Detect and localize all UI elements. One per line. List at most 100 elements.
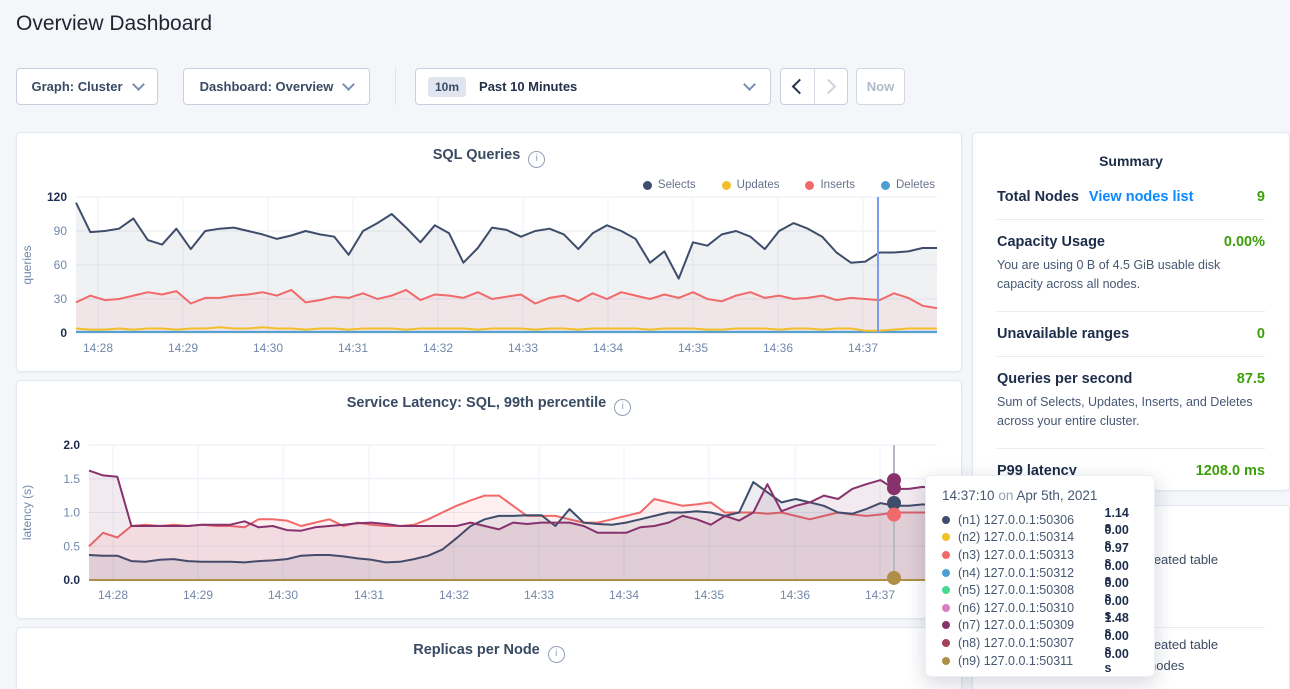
node-address: (n4) 127.0.0.1:50312 (958, 566, 1105, 580)
replicas-per-node-card: Replicas per Nodei (16, 627, 962, 689)
svg-text:14:33: 14:33 (524, 588, 554, 602)
svg-text:1.5: 1.5 (63, 472, 80, 486)
chevron-down-icon (132, 78, 145, 91)
qps-value: 87.5 (1237, 371, 1265, 387)
total-nodes-value: 9 (1257, 189, 1265, 205)
summary-capacity-usage: Capacity Usage 0.00% (997, 220, 1265, 254)
dashboard-label: Dashboard: Overview (200, 79, 334, 94)
node-color-dot-icon (942, 621, 950, 629)
tooltip-date: Apr 5th, 2021 (1016, 488, 1097, 503)
svg-text:0.5: 0.5 (63, 539, 80, 553)
replicas-per-node-title: Replicas per Nodei (17, 642, 961, 663)
capacity-usage-label: Capacity Usage (997, 234, 1105, 250)
node-color-dot-icon (942, 639, 950, 647)
svg-text:60: 60 (54, 258, 68, 272)
graph-scope-dropdown[interactable]: Graph: Cluster (16, 68, 158, 105)
tooltip-timestamp: 14:37:10 on Apr 5th, 2021 (942, 488, 1138, 503)
node-address: (n6) 127.0.0.1:50310 (958, 601, 1105, 615)
svg-text:14:28: 14:28 (83, 341, 113, 355)
svg-text:14:35: 14:35 (678, 341, 708, 355)
overview-dashboard-page: Overview Dashboard Graph: Cluster Dashbo… (0, 0, 1290, 689)
tooltip-node-row: (n9) 127.0.0.1:503110.00 s (942, 652, 1138, 670)
node-address: (n1) 127.0.0.1:50306 (958, 513, 1105, 527)
node-color-dot-icon (942, 569, 950, 577)
p99-latency-value: 1208.0 ms (1196, 463, 1265, 479)
svg-text:1.0: 1.0 (63, 506, 80, 520)
node-color-dot-icon (942, 586, 950, 594)
chevron-right-icon (821, 79, 837, 95)
summary-title: Summary (973, 133, 1289, 169)
svg-text:14:29: 14:29 (183, 588, 213, 602)
range-label: Past 10 Minutes (479, 79, 745, 94)
svg-text:14:30: 14:30 (253, 341, 283, 355)
service-latency-card: Service Latency: SQL, 99th percentilei 1… (16, 380, 962, 619)
svg-text:14:32: 14:32 (439, 588, 469, 602)
node-address: (n5) 127.0.0.1:50308 (958, 583, 1105, 597)
node-address: (n7) 127.0.0.1:50309 (958, 618, 1105, 632)
graph-scope-label: Graph: Cluster (31, 79, 122, 94)
node-color-dot-icon (942, 657, 950, 665)
svg-text:14:34: 14:34 (593, 341, 623, 355)
chevron-left-icon (791, 79, 807, 95)
svg-text:90: 90 (54, 224, 68, 238)
page-title: Overview Dashboard (16, 12, 212, 36)
toolbar-divider (395, 68, 396, 105)
sql-queries-card: SQL Queriesi SelectsUpdatesInsertsDelete… (16, 132, 962, 372)
unavailable-ranges-label: Unavailable ranges (997, 326, 1129, 342)
summary-panel: Summary Total Nodes View nodes list 9 Ca… (972, 132, 1290, 491)
service-latency-chart[interactable]: 14:28 14:29 14:30 14:31 14:32 14:33 14:34 14:35… (17, 381, 959, 616)
chevron-down-icon (342, 78, 355, 91)
node-address: (n2) 127.0.0.1:50314 (958, 530, 1105, 544)
summary-total-nodes: Total Nodes View nodes list 9 (997, 175, 1265, 209)
svg-text:14:36: 14:36 (780, 588, 810, 602)
svg-text:0.0: 0.0 (63, 573, 80, 587)
capacity-usage-value: 0.00% (1224, 234, 1265, 250)
capacity-usage-desc: You are using 0 B of 4.5 GiB usable disk… (997, 254, 1265, 301)
node-color-dot-icon (942, 551, 950, 559)
info-icon[interactable]: i (548, 646, 565, 663)
time-back-button[interactable] (781, 69, 815, 104)
node-address: (n9) 127.0.0.1:50311 (958, 654, 1105, 668)
svg-text:14:33: 14:33 (508, 341, 538, 355)
svg-text:30: 30 (54, 292, 68, 306)
qps-desc: Sum of Selects, Updates, Inserts, and De… (997, 391, 1265, 438)
svg-text:14:37: 14:37 (865, 588, 895, 602)
now-button[interactable]: Now (856, 68, 905, 105)
chevron-down-icon (743, 78, 756, 91)
node-color-dot-icon (942, 604, 950, 612)
svg-text:0: 0 (60, 326, 67, 340)
summary-unavailable-ranges: Unavailable ranges 0 (997, 312, 1265, 346)
svg-text:14:31: 14:31 (354, 588, 384, 602)
svg-text:14:30: 14:30 (268, 588, 298, 602)
svg-text:2.0: 2.0 (63, 438, 80, 452)
time-range-picker[interactable]: 10m Past 10 Minutes (415, 68, 771, 105)
svg-text:queries: queries (20, 245, 34, 284)
node-address: (n8) 127.0.0.1:50307 (958, 636, 1105, 650)
summary-queries-per-second: Queries per second 87.5 (997, 357, 1265, 391)
tooltip-time: 14:37:10 (942, 488, 995, 503)
tooltip-node-list: (n1) 127.0.0.1:503061.14 s(n2) 127.0.0.1… (942, 511, 1138, 669)
time-nav-group (780, 68, 848, 105)
unavailable-ranges-value: 0 (1257, 326, 1265, 342)
svg-text:120: 120 (47, 190, 67, 204)
range-badge: 10m (428, 77, 466, 97)
qps-label: Queries per second (997, 371, 1132, 387)
total-nodes-label: Total Nodes (997, 189, 1079, 205)
node-address: (n3) 127.0.0.1:50313 (958, 548, 1105, 562)
chart-hover-tooltip: 14:37:10 on Apr 5th, 2021 (n1) 127.0.0.1… (925, 475, 1155, 677)
node-color-dot-icon (942, 533, 950, 541)
node-color-dot-icon (942, 516, 950, 524)
view-nodes-list-link[interactable]: View nodes list (1089, 189, 1194, 205)
svg-text:14:34: 14:34 (609, 588, 639, 602)
svg-text:latency (s): latency (s) (20, 485, 34, 540)
sql-queries-chart[interactable]: 14:2814:2914:3014:3114:3214:3314:3414:35… (17, 133, 959, 369)
dashboard-dropdown[interactable]: Dashboard: Overview (183, 68, 370, 105)
svg-text:14:37: 14:37 (848, 341, 878, 355)
svg-text:14:36: 14:36 (763, 341, 793, 355)
svg-text:14:29: 14:29 (168, 341, 198, 355)
time-forward-button[interactable] (815, 69, 848, 104)
svg-text:14:31: 14:31 (338, 341, 368, 355)
svg-text:14:28: 14:28 (98, 588, 128, 602)
svg-text:14:35: 14:35 (694, 588, 724, 602)
node-latency-value: 0.00 s (1105, 647, 1139, 675)
